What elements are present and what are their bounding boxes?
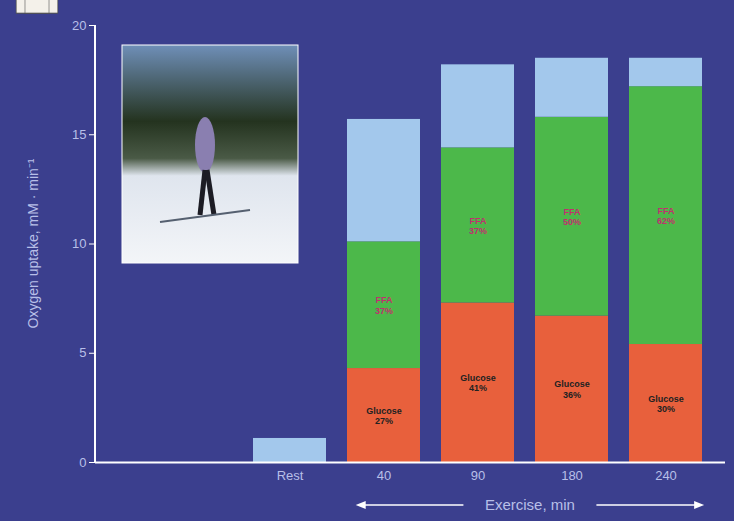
svg-text:5: 5 <box>79 345 86 360</box>
svg-text:FFA50%: FFA50% <box>563 207 581 227</box>
svg-text:40: 40 <box>377 468 391 483</box>
svg-text:10: 10 <box>72 236 86 251</box>
svg-text:Glucose36%: Glucose36% <box>554 379 590 399</box>
svg-text:90: 90 <box>471 468 485 483</box>
svg-text:Exercise, min: Exercise, min <box>485 496 575 513</box>
svg-text:Rest: Rest <box>277 468 304 483</box>
svg-text:FFA37%: FFA37% <box>469 216 487 236</box>
svg-text:Oxygen uptake, mM · min⁻¹: Oxygen uptake, mM · min⁻¹ <box>25 158 41 328</box>
svg-text:180: 180 <box>561 468 583 483</box>
svg-text:FFA37%: FFA37% <box>375 295 393 315</box>
svg-text:Glucose30%: Glucose30% <box>648 394 684 414</box>
svg-text:240: 240 <box>655 468 677 483</box>
svg-text:Glucose41%: Glucose41% <box>460 373 496 393</box>
svg-text:20: 20 <box>72 18 86 33</box>
svg-text:0: 0 <box>79 455 86 470</box>
svg-text:Glucose27%: Glucose27% <box>366 406 402 426</box>
svg-text:FFA62%: FFA62% <box>657 206 675 226</box>
svg-text:15: 15 <box>72 127 86 142</box>
